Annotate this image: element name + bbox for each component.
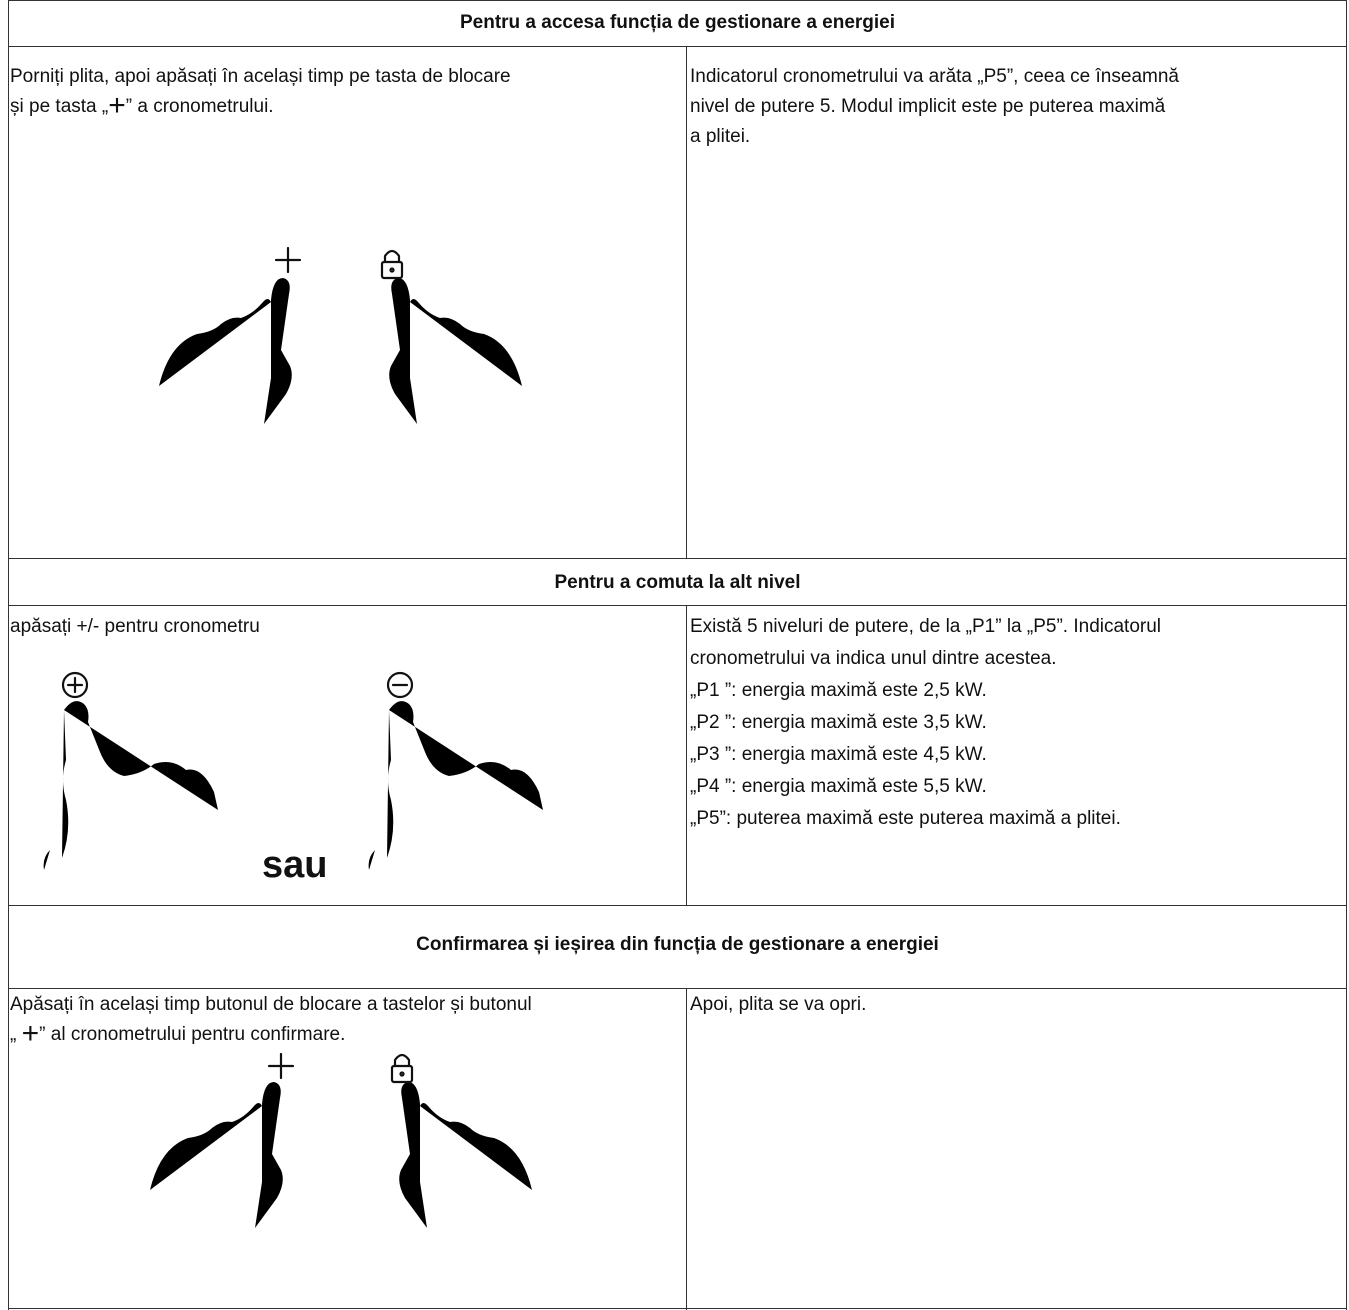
border xyxy=(8,0,1347,1)
plus-symbol: + xyxy=(108,89,126,122)
description-line: „P4 ”: energia maximă este 5,5 kW. xyxy=(690,776,987,797)
separator-text: sau xyxy=(262,844,328,886)
text: apăsați +/- pentru cronometru xyxy=(10,616,260,637)
border xyxy=(1346,0,1347,1310)
hands-illustration xyxy=(159,246,522,424)
instruction-line: și pe tasta „+” a cronometrului. xyxy=(10,89,274,122)
section-heading: Confirmarea și ieșirea din funcția de ge… xyxy=(416,934,939,955)
border xyxy=(686,988,687,1310)
text: Porniți plita, apoi apăsați în același t… xyxy=(10,66,511,87)
description-line: „P1 ”: energia maximă este 2,5 kW. xyxy=(690,680,987,701)
border xyxy=(8,905,1347,906)
description-line: Apoi, plita se va opri. xyxy=(690,994,867,1015)
section-heading: Pentru a accesa funcția de gestionare a … xyxy=(459,12,896,33)
text: „ xyxy=(10,1024,22,1045)
description-line: Indicatorul cronometrului va arăta „P5”,… xyxy=(690,66,1179,87)
text: ” a cronometrului. xyxy=(125,96,274,117)
description-line: a plitei. xyxy=(690,126,751,147)
section-heading: Pentru a comuta la alt nivel xyxy=(554,572,801,593)
plus-minus-illustration xyxy=(43,671,543,870)
plus-symbol: + xyxy=(21,1017,40,1050)
border xyxy=(8,1308,1347,1309)
instruction-line: Porniți plita, apoi apăsați în același t… xyxy=(10,62,511,92)
description-line: „P5”: puterea maximă este puterea maximă… xyxy=(690,808,1121,829)
description-line: nivel de putere 5. Modul implicit este p… xyxy=(690,96,1166,117)
instruction-line: apăsați +/- pentru cronometru xyxy=(10,612,260,642)
text: Apăsați în același timp butonul de bloca… xyxy=(10,994,532,1015)
border xyxy=(686,605,687,905)
border xyxy=(686,46,687,558)
border xyxy=(8,46,1347,47)
border xyxy=(8,558,1347,559)
description-line: „P3 ”: energia maximă este 4,5 kW. xyxy=(690,744,987,765)
description-line: Există 5 niveluri de putere, de la „P1” … xyxy=(690,616,1162,637)
instruction-line: Apăsați în același timp butonul de bloca… xyxy=(10,990,532,1020)
description-line: cronometrului va indica unul dintre aces… xyxy=(690,648,1057,669)
instruction-line: „ +” al cronometrului pentru confirmare. xyxy=(10,1017,346,1050)
description-line: „P2 ”: energia maximă este 3,5 kW. xyxy=(690,712,987,733)
border xyxy=(8,0,9,1310)
text: ” al cronometrului pentru confirmare. xyxy=(39,1024,346,1045)
text: și pe tasta „ xyxy=(10,96,109,117)
border xyxy=(8,988,1347,989)
hands-illustration xyxy=(150,1052,532,1228)
border xyxy=(8,605,1347,606)
